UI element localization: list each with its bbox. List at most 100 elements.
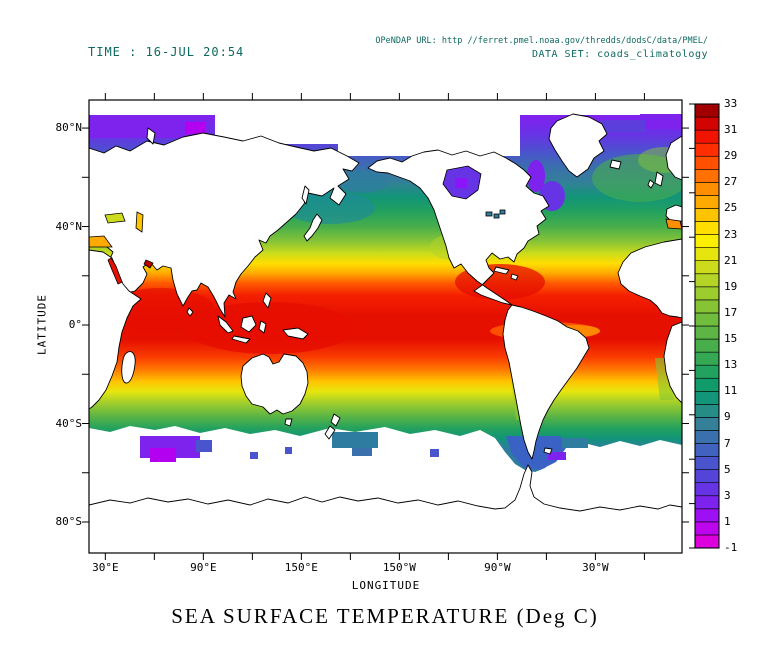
greenland xyxy=(548,113,608,178)
colorbar-band xyxy=(694,430,720,444)
falklands xyxy=(543,447,553,455)
colorbar-band xyxy=(694,195,720,209)
colorbar-band xyxy=(694,103,720,118)
great-lake xyxy=(493,213,500,219)
colorbar-label: 9 xyxy=(724,410,731,424)
colorbar-label: 25 xyxy=(724,201,738,215)
drake-passage-cold xyxy=(506,436,566,470)
britain xyxy=(654,171,664,187)
great-lake xyxy=(485,211,493,217)
hudson-bay-core xyxy=(455,178,467,188)
colorbar-label: 31 xyxy=(724,123,738,137)
y-tick-label: 40°S xyxy=(55,416,83,430)
axis-ticks xyxy=(82,93,689,560)
greenland-sea-cold-strip xyxy=(640,114,682,129)
cold-pixel xyxy=(250,452,258,459)
colorbar-label: 13 xyxy=(724,358,738,372)
kara-cold-patch xyxy=(185,122,205,134)
x-tick-label: 30°W xyxy=(582,561,609,574)
y-tick-label: 80°N xyxy=(55,121,83,135)
northwest-africa-edge xyxy=(617,238,682,319)
colorbar-band xyxy=(694,325,720,340)
sri-lanka xyxy=(186,307,194,317)
dataset-label: DATA SET: coads_climatology xyxy=(531,49,708,60)
x-axis-title: LONGITUDE xyxy=(351,579,421,592)
y-tick-label: 80°S xyxy=(55,514,83,528)
colorbar-band xyxy=(694,377,720,392)
hispaniola xyxy=(510,273,519,281)
continents xyxy=(89,113,682,460)
colorbar-band xyxy=(694,129,720,144)
colorbar-label: 1 xyxy=(724,514,731,528)
cold-pixel xyxy=(285,447,292,454)
colorbar-label: 23 xyxy=(724,227,738,241)
colorbar-band xyxy=(694,286,720,301)
plot-frame xyxy=(88,99,683,554)
scandinavia-edge xyxy=(665,135,682,181)
colorbar-label: 15 xyxy=(724,332,738,346)
cold-pixel xyxy=(430,449,439,457)
iceland xyxy=(609,159,622,170)
colorbar-band xyxy=(694,234,720,248)
novaya-zemlya xyxy=(146,127,156,145)
colorbar-band xyxy=(694,417,720,431)
north-america xyxy=(367,149,550,306)
cuba xyxy=(493,266,510,275)
y-tick-label: 40°N xyxy=(55,219,83,233)
colorbar-band xyxy=(694,351,720,366)
colorbar-band xyxy=(694,443,720,457)
japan xyxy=(303,213,323,242)
siberia-no-data xyxy=(215,112,345,144)
madagascar xyxy=(121,351,136,384)
y-tick-label: 0° xyxy=(68,318,82,332)
colorbar-band xyxy=(694,404,720,418)
header-right: OPeNDAP URL: http //ferret.pmel.noaa.gov… xyxy=(375,36,708,60)
new-zealand-south xyxy=(324,425,336,440)
alaska-no-data xyxy=(338,112,430,156)
cold-patch xyxy=(196,440,212,452)
canada-no-data xyxy=(420,112,520,156)
cold-patch xyxy=(548,452,566,460)
australia xyxy=(240,353,309,415)
nz-south-cold-patch xyxy=(332,432,378,448)
arctic-no-data xyxy=(89,100,682,115)
antarctica xyxy=(89,464,682,553)
sulawesi xyxy=(258,320,267,334)
nw-pacific-cool xyxy=(285,192,375,224)
colorbar-label: 5 xyxy=(724,462,731,476)
philippines xyxy=(262,292,272,309)
colorbar-band xyxy=(694,247,720,262)
colorbar-band xyxy=(694,521,720,536)
colorbar-band xyxy=(694,390,720,405)
colorbar-band xyxy=(694,273,720,288)
great-lake xyxy=(499,209,506,215)
x-tick-label: 90°W xyxy=(484,561,511,574)
x-tick-label: 150°E xyxy=(284,561,318,574)
colorbar-band xyxy=(694,168,720,183)
colorbar-band xyxy=(694,508,720,523)
colorbar-label: 7 xyxy=(724,436,731,450)
colorbar-band xyxy=(694,364,720,379)
new-guinea xyxy=(282,327,309,340)
colorbar-band xyxy=(694,534,720,549)
ireland xyxy=(647,179,655,189)
colorbar-band xyxy=(694,142,720,157)
cold-patch xyxy=(562,438,588,448)
colorbar-band xyxy=(694,482,720,497)
colorbar xyxy=(689,103,720,549)
colorbar-band xyxy=(694,182,720,196)
colorbar-band xyxy=(694,260,720,275)
opendap-url: OPeNDAP URL: http //ferret.pmel.noaa.gov… xyxy=(375,36,708,46)
eurasia xyxy=(89,132,360,318)
colorbar-band xyxy=(694,299,720,314)
cold-patch-magenta xyxy=(150,448,176,462)
red-sea xyxy=(107,257,123,285)
inland-seas xyxy=(89,165,682,285)
colorbar-label: 17 xyxy=(724,305,738,319)
caspian-sea xyxy=(135,211,144,233)
mediterranean-west xyxy=(665,218,682,230)
colorbar-band xyxy=(694,155,720,170)
new-zealand-north xyxy=(330,413,341,427)
